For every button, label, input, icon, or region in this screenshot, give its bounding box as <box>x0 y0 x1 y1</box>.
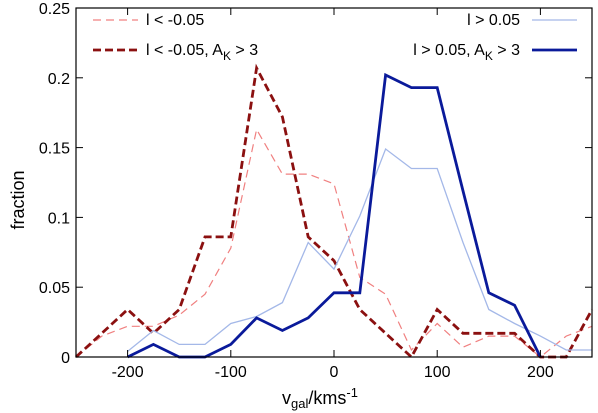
y-tick-label: 0.05 <box>39 280 70 297</box>
legend-label-3: l > 0.05 <box>467 12 520 29</box>
x-tick-label: 0 <box>330 364 339 381</box>
x-axis-title-main: v <box>282 388 291 408</box>
y-axis-title: fraction <box>8 170 28 229</box>
y-tick-label: 0.1 <box>48 210 70 227</box>
series-line-4 <box>126 72 542 359</box>
legend-label-1: l < -0.05 <box>146 12 204 29</box>
legend: l < -0.05 l < -0.05, AK > 3 l > 0.05 l > 0.… <box>93 12 577 63</box>
series-line-1 <box>75 127 593 358</box>
y-tick-label: 0.2 <box>48 71 70 88</box>
series-line-2 <box>75 63 594 360</box>
x-tick-label: 200 <box>527 364 554 381</box>
x-tick-label: -100 <box>215 364 247 381</box>
legend-label-2: l < -0.05, AK > 3 <box>146 42 258 63</box>
legend-label-4: l > 0.05, AK > 3 <box>413 42 520 63</box>
x-axis-title-superscript: -1 <box>346 385 358 400</box>
series-line-3 <box>127 147 592 352</box>
y-tick-label: 0.15 <box>39 141 70 158</box>
x-tick-label: -200 <box>112 364 144 381</box>
x-tick-label: 100 <box>424 364 451 381</box>
x-axis-title: vgal/kms-1 <box>282 385 358 411</box>
x-axis-title-rest: /kms <box>308 388 346 408</box>
x-axis-title-subscript: gal <box>291 396 308 411</box>
axes: -200 -100 0 100 200 0 0.05 0.1 0.15 0.2 0.25 <box>39 1 592 381</box>
y-tick-label: 0.25 <box>39 1 70 18</box>
y-tick-label: 0 <box>61 350 70 367</box>
plot-lines <box>75 63 594 360</box>
